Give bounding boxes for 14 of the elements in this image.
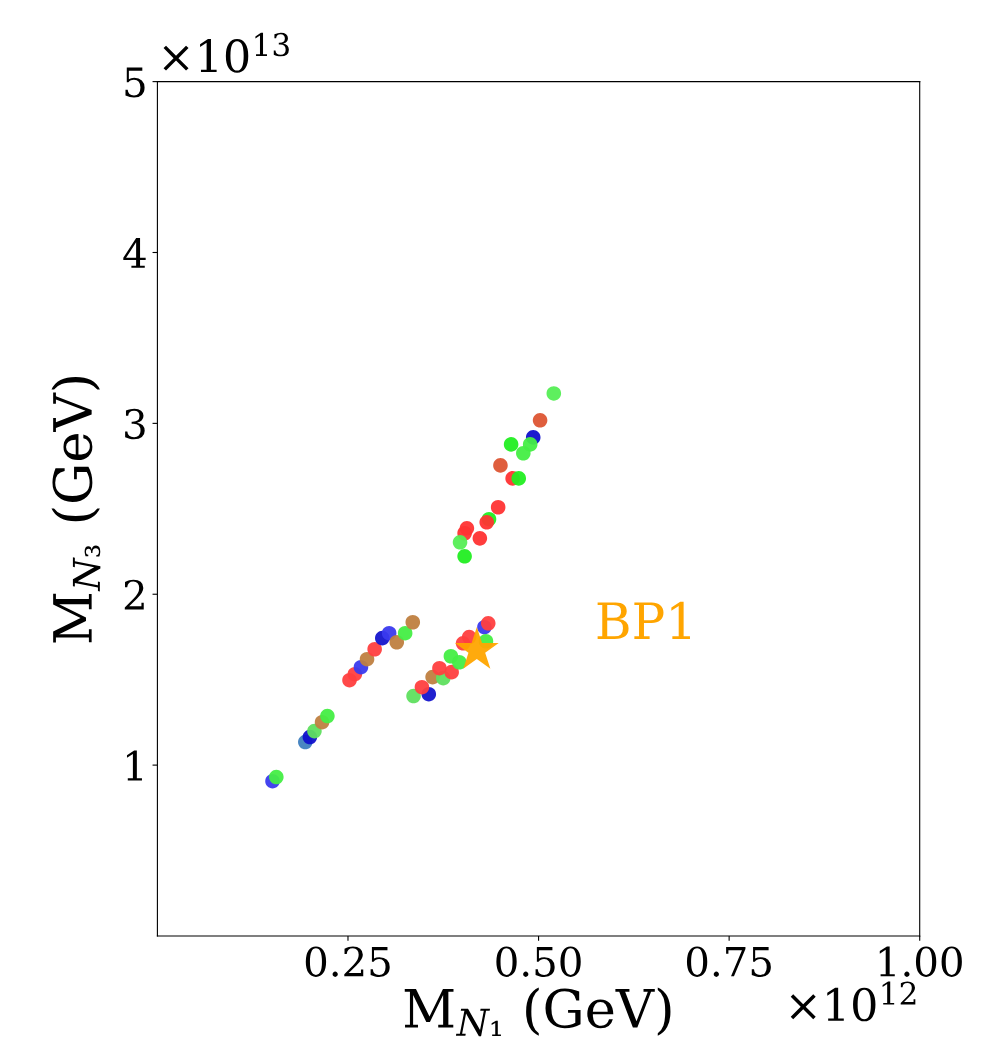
x-tick-label: 1.00: [879, 946, 962, 977]
text: ×10$^{12}$: [790, 981, 916, 1022]
y-tick-label: 4: [123, 237, 146, 268]
y-tick-label: 1: [126, 750, 142, 781]
y-axis-title: M$_{N₃}$ (GeV): [51, 376, 101, 643]
y-tick-label: 2: [124, 579, 144, 610]
y-tick-label: 3: [125, 408, 145, 440]
y-tick-label: 5: [125, 67, 145, 98]
x-tick-label: 0.75: [686, 946, 771, 977]
x-tick-label: 0.25: [305, 946, 390, 977]
text: ×10$^{13}$: [163, 32, 289, 73]
series-label: BP1: [597, 601, 690, 639]
x-tick-label: 0.50: [496, 946, 581, 977]
x-axis-title: M$_{N₁}$ (GeV): [404, 987, 671, 1037]
